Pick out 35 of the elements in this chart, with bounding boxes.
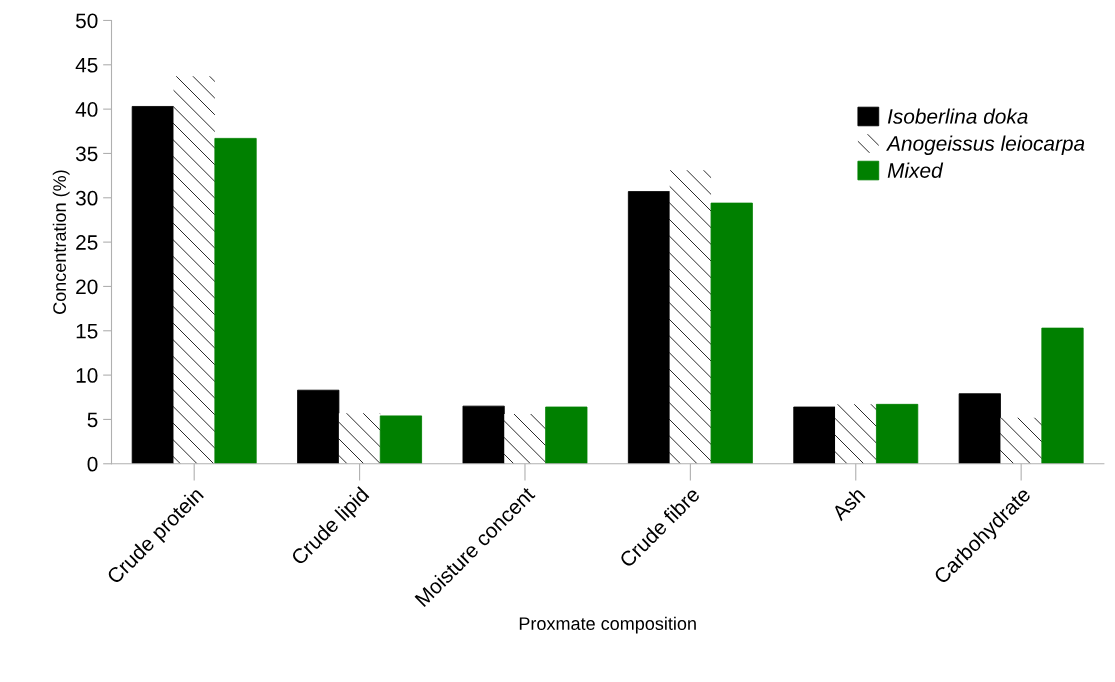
bar	[214, 137, 257, 464]
y-tick-label: 45	[75, 58, 98, 73]
x-tick-label: Ash	[830, 486, 866, 522]
y-tick-label: 50	[75, 13, 98, 29]
legend-label: Anogeissus leiocarpa	[886, 135, 1085, 155]
y-tick-label: 40	[75, 102, 98, 117]
bar	[379, 415, 423, 464]
bar	[958, 393, 1001, 464]
y-tick-label: 25	[76, 235, 98, 250]
y-tick-label: 5	[87, 412, 98, 428]
y-axis-title: Concentration (%)	[52, 170, 70, 314]
bar	[710, 202, 753, 464]
bar	[793, 406, 836, 464]
bar	[1000, 417, 1042, 464]
legend-label: Isoberlina doka	[887, 108, 1028, 124]
y-tick-label: 30	[75, 190, 98, 206]
y-tick-label: 20	[76, 279, 98, 295]
y-tick-label: 10	[76, 368, 98, 383]
bar	[338, 413, 381, 464]
bar	[545, 406, 588, 464]
bar	[1041, 327, 1084, 464]
x-axis-title: Proxmate composition	[519, 616, 696, 634]
bar	[297, 389, 340, 464]
y-tick-label: 35	[75, 146, 98, 162]
bar	[669, 170, 712, 464]
bar	[835, 404, 877, 464]
bar	[173, 76, 215, 464]
bar	[627, 191, 671, 464]
y-tick-label: 0	[87, 456, 98, 472]
bar	[504, 414, 546, 464]
bar	[876, 403, 919, 464]
bar	[462, 405, 505, 464]
y-tick-label: 15	[76, 323, 98, 339]
legend-label: Mixed	[887, 162, 944, 178]
bar	[131, 106, 174, 464]
